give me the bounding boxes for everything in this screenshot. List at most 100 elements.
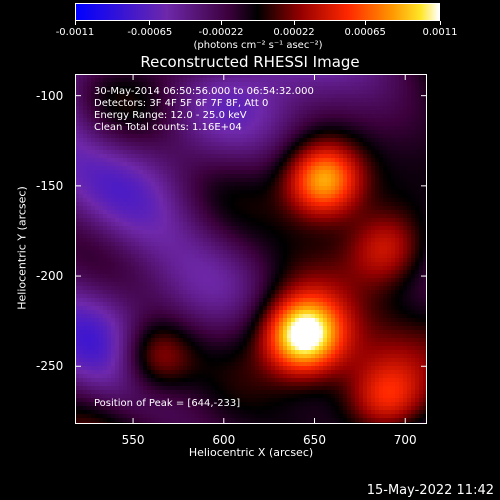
heatmap-cell bbox=[355, 214, 360, 219]
heatmap-cell bbox=[263, 290, 268, 295]
heatmap-cell bbox=[223, 242, 228, 247]
heatmap-cell bbox=[255, 282, 260, 287]
heatmap-cell bbox=[207, 298, 212, 303]
heatmap-cell bbox=[207, 122, 212, 127]
heatmap-cell bbox=[119, 126, 124, 131]
heatmap-cell bbox=[283, 82, 288, 87]
heatmap-cell bbox=[363, 258, 368, 263]
heatmap-cell bbox=[359, 214, 364, 219]
heatmap-cell bbox=[327, 202, 332, 207]
heatmap-cell bbox=[111, 198, 116, 203]
heatmap-cell bbox=[367, 150, 372, 155]
heatmap-cell bbox=[155, 110, 160, 115]
heatmap-cell bbox=[295, 82, 300, 87]
heatmap-cell bbox=[231, 78, 236, 83]
heatmap-cell bbox=[135, 278, 140, 283]
colorbar-tick-label: 0.00065 bbox=[344, 27, 386, 38]
heatmap-cell bbox=[295, 294, 300, 299]
heatmap-cell bbox=[375, 226, 380, 231]
heatmap-cell bbox=[179, 290, 184, 295]
heatmap-cell bbox=[419, 154, 424, 159]
heatmap-cell bbox=[195, 138, 200, 143]
heatmap-cell bbox=[403, 110, 408, 115]
heatmap-cell bbox=[351, 250, 356, 255]
heatmap-cell bbox=[223, 282, 228, 287]
heatmap-cell bbox=[155, 134, 160, 139]
heatmap-cell bbox=[207, 170, 212, 175]
heatmap-cell bbox=[323, 254, 328, 259]
heatmap-cell bbox=[327, 286, 332, 291]
heatmap-cell bbox=[255, 274, 260, 279]
heatmap-cell bbox=[199, 218, 204, 223]
heatmap-cell bbox=[399, 178, 404, 183]
heatmap-cell bbox=[387, 254, 392, 259]
heatmap-cell bbox=[187, 174, 192, 179]
heatmap-cell bbox=[359, 142, 364, 147]
heatmap-cell bbox=[179, 234, 184, 239]
heatmap-cell bbox=[251, 278, 256, 283]
heatmap-cell bbox=[399, 210, 404, 215]
heatmap-cell bbox=[355, 242, 360, 247]
heatmap-cell bbox=[79, 86, 84, 91]
heatmap-cell bbox=[175, 282, 180, 287]
heatmap-cell bbox=[99, 118, 104, 123]
heatmap-cell bbox=[239, 278, 244, 283]
heatmap-cell bbox=[199, 150, 204, 155]
heatmap-cell bbox=[355, 142, 360, 147]
heatmap-cell bbox=[135, 82, 140, 87]
heatmap-cell bbox=[339, 98, 344, 103]
heatmap-cell bbox=[295, 202, 300, 207]
heatmap-cell bbox=[123, 242, 128, 247]
heatmap-cell bbox=[263, 86, 268, 91]
heatmap-cell bbox=[403, 202, 408, 207]
heatmap-cell bbox=[131, 214, 136, 219]
heatmap-cell bbox=[99, 174, 104, 179]
heatmap-cell bbox=[87, 218, 92, 223]
heatmap-cell bbox=[303, 286, 308, 291]
heatmap-cell bbox=[311, 286, 316, 291]
heatmap-cell bbox=[335, 130, 340, 135]
heatmap-cell bbox=[411, 82, 416, 87]
heatmap-cell bbox=[223, 130, 228, 135]
heatmap-cell bbox=[223, 250, 228, 255]
heatmap-cell bbox=[335, 278, 340, 283]
heatmap-cell bbox=[311, 158, 316, 163]
heatmap-cell bbox=[319, 74, 324, 79]
heatmap-cell bbox=[295, 286, 300, 291]
heatmap-cell bbox=[383, 206, 388, 211]
heatmap-cell bbox=[267, 238, 272, 243]
heatmap-cell bbox=[115, 94, 120, 99]
heatmap-cell bbox=[323, 170, 328, 175]
heatmap-cell bbox=[383, 202, 388, 207]
heatmap-cell bbox=[295, 206, 300, 211]
heatmap-cell bbox=[175, 266, 180, 271]
heatmap-cell bbox=[327, 230, 332, 235]
heatmap-cell bbox=[139, 274, 144, 279]
heatmap-cell bbox=[123, 294, 128, 299]
heatmap-cell bbox=[171, 290, 176, 295]
heatmap-cell bbox=[379, 290, 384, 295]
heatmap-cell bbox=[371, 150, 376, 155]
heatmap-cell bbox=[379, 114, 384, 119]
heatmap-cell bbox=[267, 190, 272, 195]
heatmap-cell bbox=[151, 74, 156, 79]
heatmap-cell bbox=[271, 130, 276, 135]
heatmap-cell bbox=[419, 126, 424, 131]
heatmap-cell bbox=[319, 226, 324, 231]
heatmap-cell bbox=[111, 286, 116, 291]
heatmap-cell bbox=[235, 174, 240, 179]
heatmap-cell bbox=[391, 158, 396, 163]
heatmap-cell bbox=[407, 182, 412, 187]
heatmap-cell bbox=[315, 290, 320, 295]
heatmap-cell bbox=[419, 214, 424, 219]
heatmap-cell bbox=[163, 242, 168, 247]
heatmap-plot bbox=[75, 74, 427, 424]
heatmap-cell bbox=[215, 130, 220, 135]
heatmap-cell bbox=[95, 90, 100, 95]
heatmap-cell bbox=[275, 122, 280, 127]
heatmap-cell bbox=[235, 222, 240, 227]
heatmap-cell bbox=[147, 162, 152, 167]
heatmap-cell bbox=[203, 294, 208, 299]
heatmap-cell bbox=[243, 186, 248, 191]
heatmap-cell bbox=[99, 150, 104, 155]
